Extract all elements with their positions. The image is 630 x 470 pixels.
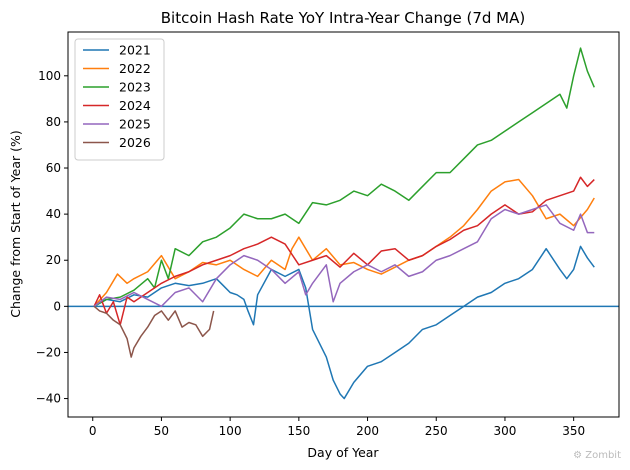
legend-label-2022: 2022: [119, 61, 151, 76]
series-line-2021: [93, 245, 595, 400]
y-tick-label: 20: [46, 253, 61, 267]
plot-frame: [67, 31, 620, 418]
watermark: ⚙ Zombit: [573, 450, 621, 461]
x-tick-label: 150: [287, 424, 310, 438]
legend-label-2025: 2025: [119, 117, 151, 132]
x-tick-label: 0: [89, 424, 97, 438]
x-axis-label: Day of Year: [307, 445, 379, 460]
y-tick-label: −40: [36, 392, 61, 406]
legend-label-2021: 2021: [119, 43, 151, 58]
series-line-2023: [93, 47, 595, 307]
y-axis-label: Change from Start of Year (%): [8, 130, 23, 318]
y-tick-label: 40: [46, 207, 61, 221]
series-line-2025: [93, 204, 595, 308]
y-tick-label: 100: [38, 69, 61, 83]
x-tick-label: 50: [154, 424, 169, 438]
y-tick-label: 0: [53, 299, 61, 313]
axes: 0 50 100 150 200 250 300 350 −40 −20 0 20 40 60 80 100: [36, 69, 585, 438]
series-line-2026: [93, 305, 215, 358]
x-tick-label: 100: [219, 424, 242, 438]
legend-label-2023: 2023: [119, 80, 151, 95]
chart-title: Bitcoin Hash Rate YoY Intra-Year Change …: [161, 9, 525, 27]
legend-label-2024: 2024: [119, 98, 151, 113]
legend: 2021 2022 2023 2024 2025 2026: [74, 38, 165, 161]
y-tick-label: 60: [46, 161, 61, 175]
x-tick-label: 250: [425, 424, 448, 438]
x-tick-label: 350: [562, 424, 585, 438]
legend-label-2026: 2026: [119, 135, 151, 150]
y-tick-label: −20: [36, 345, 61, 359]
plot-area: [68, 47, 619, 400]
y-tick-label: 80: [46, 115, 61, 129]
series-line-2022: [93, 178, 595, 307]
x-tick-label: 300: [493, 424, 516, 438]
x-tick-label: 200: [356, 424, 379, 438]
